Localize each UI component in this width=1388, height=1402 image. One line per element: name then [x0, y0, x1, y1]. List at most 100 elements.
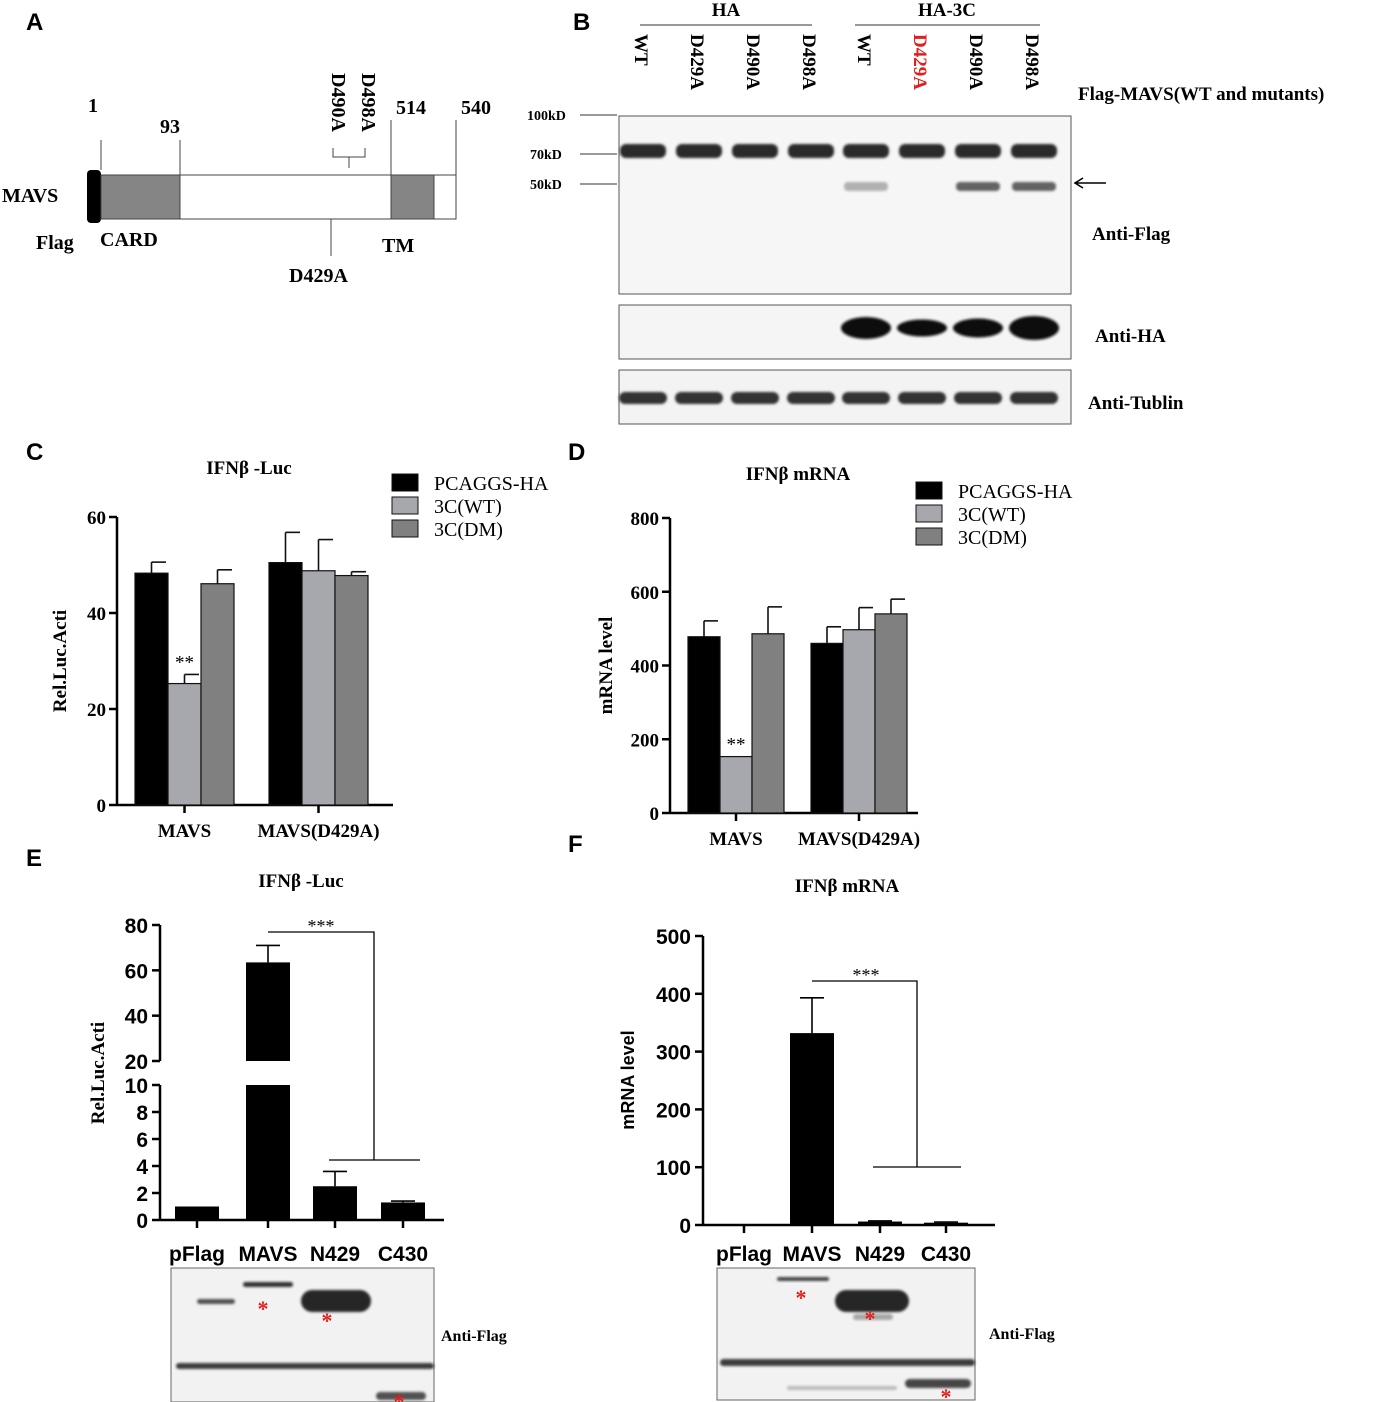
x-category-label: MAVS(D429A): [798, 829, 920, 850]
position-540: 540: [461, 97, 491, 119]
bar-c430: [381, 1202, 425, 1220]
tubulin-band-lane-1: [619, 392, 667, 404]
tubulin-band-lane-6: [898, 392, 946, 404]
blot-band-3: [853, 1314, 893, 1320]
x-category-label: N429: [310, 1243, 360, 1266]
bar-3c-dm--0: [200, 583, 235, 806]
significance-marker: **: [727, 735, 746, 756]
bar-n429: [858, 1221, 902, 1225]
mutant-d498a: D498A: [357, 73, 379, 132]
chart-c-ifnb-luc: IFNβ -Luc Rel.Luc.Acti 0 20 40 60 MAVS MAVS(D42…: [50, 458, 549, 842]
lane-label-5: WT: [853, 34, 874, 66]
x-category-label: pFlag: [716, 1243, 772, 1266]
y-tick-label: 600: [631, 583, 660, 604]
y-tick-label: 0: [650, 804, 660, 825]
mavs-label: MAVS: [2, 185, 58, 207]
blot-band-2: [243, 1282, 293, 1287]
bar-3c-dm--0: [751, 633, 785, 814]
y-tick-label: 40: [125, 1006, 148, 1029]
x-category-label: MAVS: [782, 1243, 841, 1266]
y-tick-label: 300: [656, 1042, 691, 1065]
mavs-domain-schematic: MAVS Flag CARD TM 1 93 514 540 D490A D49…: [2, 73, 491, 287]
legend-swatch-2: [391, 519, 419, 538]
blot-e-label: Anti-Flag: [441, 1328, 507, 1345]
flag-label: Flag: [36, 232, 74, 254]
x-category-label: C430: [921, 1243, 971, 1266]
y-tick-label: 40: [87, 604, 106, 625]
y-axis-label: Rel.Luc.Acti: [88, 1022, 109, 1124]
significance-marker: **: [175, 652, 194, 673]
western-blot-panel: HA HA-3C WT D429A D490A D498A WT D429A D490A D4…: [527, 0, 1324, 425]
tubulin-band-lane-3: [731, 392, 779, 404]
legend-swatch-1: [391, 496, 419, 515]
bar-3c-wt--1: [842, 629, 876, 814]
bar-pcaggs-ha-0: [687, 636, 721, 814]
cleavage-band-lane-8: [1012, 182, 1056, 191]
bar-mavs-lower: [246, 1085, 290, 1220]
x-category-label: MAVS(D429A): [257, 821, 379, 842]
c-terminal-tail: [433, 174, 457, 220]
lane-label-4: D498A: [798, 34, 819, 90]
ha-3c-band-lane-8: [1009, 316, 1059, 340]
tubulin-band-lane-2: [675, 392, 723, 404]
legend-swatch-1: [915, 504, 943, 523]
panel-label-f: F: [568, 831, 583, 858]
position-93: 93: [160, 116, 180, 138]
blot-band-4: [787, 1386, 897, 1390]
y-tick-label: 200: [631, 730, 660, 751]
anti-flag-blot-e: * * *: [170, 1267, 435, 1402]
panel-label-b: B: [573, 9, 590, 36]
lane-label-3: D490A: [742, 34, 763, 90]
chart-f-ifnb-mrna-truncation: IFNβ mRNA mRNA level 0 100 200 300 400 500 pFlag…: [618, 876, 995, 1266]
card-label: CARD: [100, 229, 158, 251]
legend-swatch-0: [915, 481, 943, 500]
x-category-label: MAVS: [238, 1243, 297, 1266]
x-category-label: MAVS: [158, 821, 212, 842]
mw-50kd: 50kD: [530, 178, 562, 193]
ha-3c-band-lane-7: [953, 318, 1003, 338]
band-marker-star-0: *: [258, 1296, 269, 1321]
cleavage-band-lane-7: [956, 182, 1000, 191]
y-tick-label: 60: [125, 960, 148, 983]
bar-3c-dm--1: [334, 574, 369, 806]
chart-title: IFNβ mRNA: [746, 464, 851, 485]
position-1: 1: [88, 95, 98, 117]
tubulin-band-lane-7: [954, 392, 1002, 404]
y-tick-label: 400: [656, 984, 691, 1007]
legend-label-2: 3C(DM): [434, 519, 503, 541]
tubulin-band-lane-8: [1010, 392, 1058, 404]
significance-bracket: [812, 980, 961, 1168]
blot-f-label: Anti-Flag: [989, 1326, 1055, 1343]
bar-pcaggs-ha-1: [810, 642, 844, 814]
proline-rich-region: [179, 174, 392, 220]
y-tick-label: 20: [87, 700, 106, 721]
y-tick-label: 4: [136, 1156, 148, 1179]
blot-label-anti-tubulin: Anti-Tublin: [1088, 393, 1184, 414]
lane-label-1: WT: [630, 34, 651, 66]
flag-mavs-band-lane-8: [1011, 144, 1057, 158]
legend-label-0: PCAGGS-HA: [958, 481, 1073, 503]
legend-label-1: 3C(WT): [434, 496, 502, 518]
y-axis-label: mRNA level: [618, 1030, 638, 1129]
blot-band-5: [905, 1379, 971, 1388]
blot-band-3: [301, 1290, 371, 1312]
x-category-label: pFlag: [169, 1243, 225, 1266]
flag-mavs-band-lane-2: [676, 144, 722, 158]
flag-mavs-band-lane-7: [955, 144, 1001, 158]
legend-label-2: 3C(DM): [958, 527, 1027, 549]
anti-flag-blot-f: * * *: [716, 1267, 976, 1402]
legend-swatch-2: [915, 527, 943, 546]
bar-3c-dm--1: [874, 613, 908, 814]
bar-n429: [313, 1186, 357, 1220]
panel-label-c: C: [26, 439, 43, 466]
blot-band-2: [835, 1290, 909, 1312]
band-marker-star-2: *: [941, 1384, 952, 1402]
y-tick-label: 400: [631, 657, 660, 678]
blot-band-0: [720, 1359, 975, 1366]
band-marker-star-1: *: [322, 1308, 333, 1333]
mw-100kd: 100kD: [527, 109, 566, 124]
tubulin-band-lane-5: [842, 392, 890, 404]
significance-marker: ***: [308, 916, 335, 936]
